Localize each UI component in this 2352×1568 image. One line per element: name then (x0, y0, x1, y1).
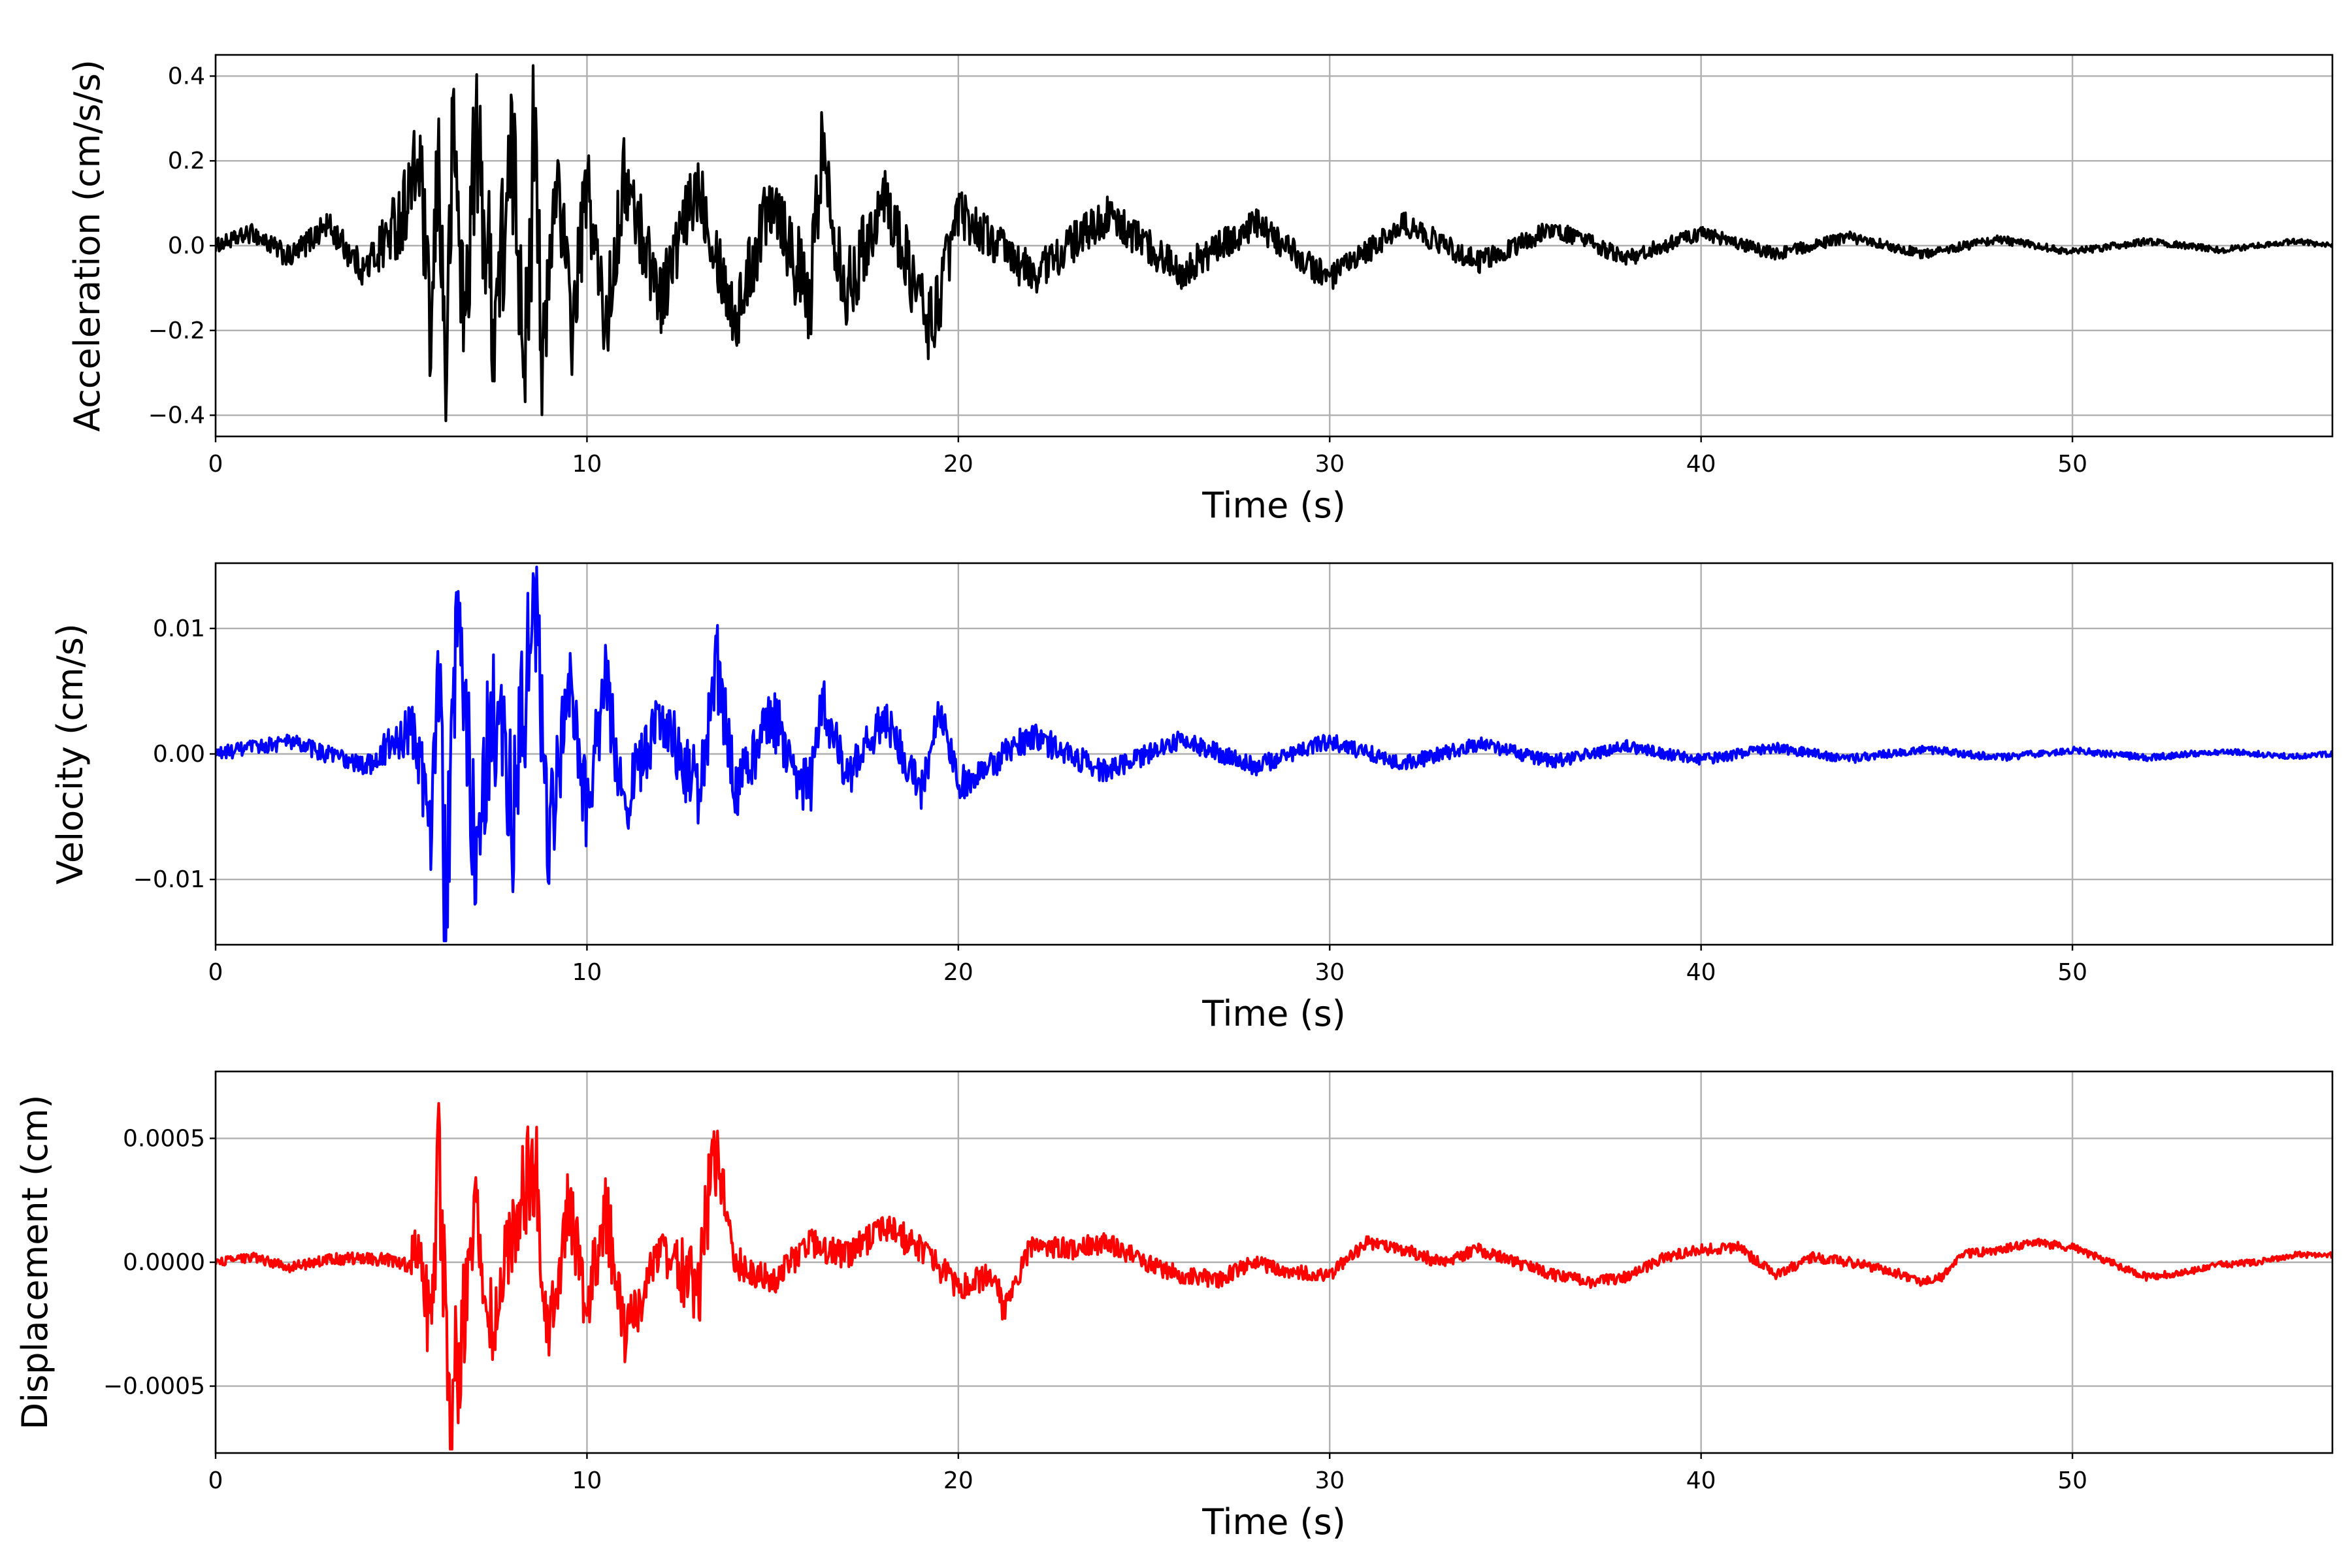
x-tick-label: 0 (208, 451, 223, 478)
y-tick-label: −0.4 (148, 402, 205, 429)
y-tick-label: 0.4 (168, 63, 205, 90)
x-axis-label: Time (s) (1201, 1501, 1346, 1543)
x-axis-label: Time (s) (1201, 993, 1346, 1034)
x-tick-label: 40 (1686, 451, 1716, 478)
y-tick-label: 0.0000 (123, 1249, 205, 1276)
x-tick-label: 0 (208, 959, 223, 986)
x-tick-label: 40 (1686, 959, 1716, 986)
y-axis-label: Acceleration (cm/s/s) (67, 59, 108, 432)
panel-acceleration: 0 10 20 30 40 50 −0.4 −0.2 0.0 0.2 0.4 Time (s) Acce… (67, 54, 2334, 526)
y-tick-label: 0.0 (168, 233, 205, 259)
x-tick-label: 30 (1315, 451, 1345, 478)
x-tick-label: 20 (943, 451, 973, 478)
x-tick-label: 0 (208, 1467, 223, 1494)
x-tick-label: 30 (1315, 1467, 1345, 1494)
panel-velocity: 0 10 20 30 40 50 −0.01 0.00 0.01 Time (s) Velocity… (50, 562, 2334, 1034)
y-tick-label: −0.0005 (103, 1373, 205, 1400)
x-tick-label: 10 (572, 959, 602, 986)
x-tick-label: 20 (943, 959, 973, 986)
y-tick-label: 0.2 (168, 148, 205, 174)
x-tick-label: 50 (2057, 959, 2087, 986)
y-axis-label: Displacement (cm) (14, 1095, 56, 1430)
y-tick-label: −0.01 (133, 866, 205, 893)
y-tick-label: 0.0005 (123, 1125, 205, 1152)
series-line (216, 1102, 2332, 1451)
x-axis-label: Time (s) (1201, 485, 1346, 526)
x-tick-label: 20 (943, 1467, 973, 1494)
y-tick-label: 0.00 (153, 741, 205, 768)
series-line (216, 64, 2332, 423)
x-tick-label: 50 (2057, 1467, 2087, 1494)
x-tick-label: 10 (572, 451, 602, 478)
y-tick-label: −0.2 (148, 318, 205, 344)
x-tick-label: 50 (2057, 451, 2087, 478)
y-tick-label: 0.01 (153, 615, 205, 642)
x-tick-label: 40 (1686, 1467, 1716, 1494)
x-tick-label: 10 (572, 1467, 602, 1494)
y-axis-label: Velocity (cm/s) (50, 623, 91, 885)
x-tick-label: 30 (1315, 959, 1345, 986)
panel-displacement: 0 10 20 30 40 50 −0.0005 0.0000 0.0005 Time (s) Di… (14, 1070, 2334, 1543)
series-line (216, 565, 2332, 943)
